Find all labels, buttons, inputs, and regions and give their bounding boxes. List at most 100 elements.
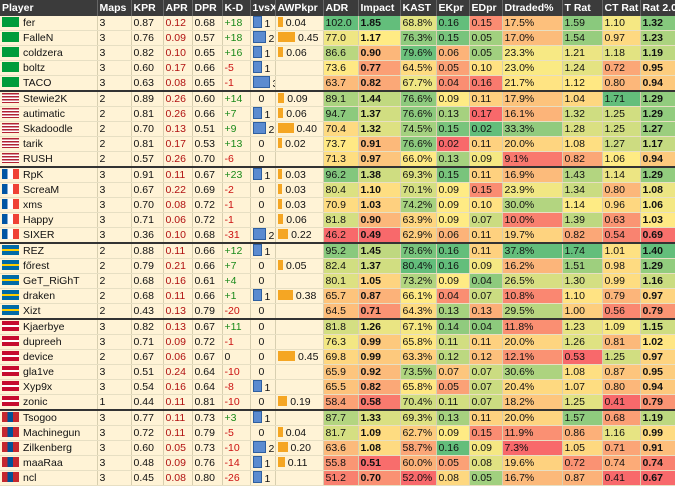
- value: 1.01: [604, 245, 625, 257]
- value: 0.16: [438, 17, 459, 29]
- value: 0.77: [133, 412, 154, 424]
- cell: 0.15: [436, 30, 470, 46]
- value: 0.09: [438, 275, 459, 287]
- cell: 3: [97, 75, 132, 92]
- cell: 0.51: [192, 121, 223, 137]
- clutch-bar: [252, 61, 262, 73]
- value: 0.14: [438, 321, 459, 333]
- player-row: ScreaM 3 0.67 0.22 0.69 -2 0 0.03 80.4 1.10 70.1% 0…: [0, 182, 675, 198]
- cell: 10.0%: [502, 212, 563, 228]
- value: 33.3%: [504, 123, 535, 135]
- cell: 0.06: [436, 227, 470, 244]
- value: 0.06: [165, 351, 186, 363]
- cell: 1.19: [640, 45, 675, 61]
- value: 0.97: [642, 290, 663, 302]
- value: -10: [224, 366, 240, 378]
- clutch-bar: [253, 93, 256, 103]
- cell: 0.17: [163, 136, 193, 152]
- value: 0.97: [604, 32, 625, 44]
- clutch-value: 1: [264, 458, 271, 470]
- value: 0.94: [642, 381, 663, 393]
- cell: 0.09: [469, 258, 503, 274]
- cell: 80.1: [323, 273, 359, 289]
- flag: [2, 245, 19, 255]
- value: 20.0%: [504, 138, 535, 150]
- cell: RUSH: [0, 151, 98, 168]
- cell: 0.60: [131, 60, 164, 76]
- value: 66.0%: [402, 153, 433, 165]
- value: 0.79: [194, 305, 215, 317]
- value: 0.16: [165, 275, 186, 287]
- cell: 0.51: [131, 364, 164, 380]
- value: 1.24: [564, 62, 585, 74]
- value: 1.32: [360, 123, 381, 135]
- clutch-value: 1: [264, 48, 271, 60]
- value: 0.87: [133, 17, 154, 29]
- awp-value: 0.03: [285, 169, 306, 181]
- cell: 1.25: [562, 394, 603, 411]
- player-name: device: [23, 351, 54, 363]
- value: 23.9%: [504, 184, 535, 196]
- player-row: coldzera 3 0.82 0.10 0.65 +16 1 0.06 86.6 0.90 79.…: [0, 45, 675, 61]
- value: 0.70: [133, 123, 154, 135]
- player-name: Kjaerbye: [23, 321, 65, 333]
- value: 0.72: [604, 62, 625, 74]
- value: 0.51: [194, 123, 215, 135]
- value: 3: [99, 381, 106, 393]
- flag: [2, 17, 19, 27]
- value: 1.06: [642, 199, 663, 211]
- cell: [275, 75, 324, 92]
- cell: 3: [97, 425, 132, 441]
- cell: 1.16: [602, 425, 641, 441]
- value: 0.64: [194, 381, 215, 393]
- value: 16.9%: [504, 169, 535, 181]
- value: 1.03: [642, 214, 663, 226]
- value: 0.13: [438, 412, 459, 424]
- flag: [2, 442, 19, 452]
- value: +18: [224, 17, 243, 29]
- awp-value: 0.22: [291, 229, 312, 241]
- cell: 1.34: [562, 182, 603, 198]
- header-row: Player Maps KPR APR DPR K-D 1vsX AWPkpr ADR Impac…: [0, 0, 675, 16]
- value: 1.23: [564, 321, 585, 333]
- clutch-bar: [252, 411, 262, 423]
- value: 2: [99, 138, 106, 150]
- value: 0.80: [604, 77, 625, 89]
- player-row: RpK 3 0.91 0.11 0.67 +23 1 0.03 96.2 1.38 69.3% 0.1…: [0, 166, 675, 183]
- value: 0.57: [133, 153, 154, 165]
- value: 1.03: [360, 199, 381, 211]
- value: +16: [224, 47, 243, 59]
- cell: 2: [97, 273, 132, 289]
- flag: [2, 290, 19, 300]
- value: 0.60: [133, 442, 154, 454]
- cell: dupreeh: [0, 334, 98, 350]
- value: 0.82: [133, 321, 154, 333]
- cell: -2: [222, 182, 251, 198]
- cell: 0: [250, 364, 276, 380]
- cell: 0.12: [436, 349, 470, 365]
- cell: 1.32: [562, 106, 603, 122]
- cell: 0.60: [192, 90, 223, 107]
- value: 1.26: [564, 336, 585, 348]
- cell: 0.96: [602, 197, 641, 213]
- cell: 0.04: [275, 425, 324, 441]
- clutch-value: 3: [273, 78, 275, 90]
- cell: 1.38: [358, 166, 401, 183]
- clutch-value: 0: [258, 427, 265, 439]
- cell: 0.09: [275, 90, 324, 107]
- value: 80.4%: [402, 260, 433, 272]
- clutch-value: 1: [264, 413, 271, 425]
- cell: 0.67: [192, 318, 223, 335]
- value: 0.86: [564, 427, 585, 439]
- player-name: Happy: [23, 214, 54, 226]
- value: 1.27: [604, 138, 625, 150]
- awp-bar: [277, 108, 284, 118]
- cell: 0.20: [275, 440, 324, 456]
- cell: 0.10: [163, 45, 193, 61]
- cell: 69.8: [323, 349, 359, 365]
- cell: 19.7%: [502, 227, 563, 244]
- value: 1.19: [642, 412, 663, 424]
- cell: 51.2: [323, 470, 359, 486]
- cell: 1.14: [562, 197, 603, 213]
- value: 0.11: [165, 290, 186, 302]
